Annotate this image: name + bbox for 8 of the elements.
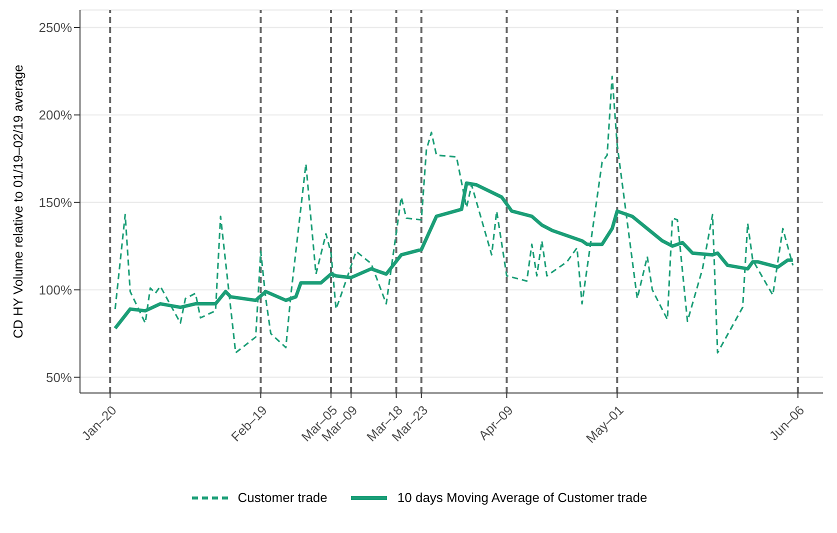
y-tick-label: 150% [38,194,72,210]
y-axis-title: CD HY Volume relative to 01/19–02/19 average [10,64,26,338]
legend-label: 10 days Moving Average of Customer trade [397,490,648,505]
y-tick-label: 250% [38,20,72,36]
y-tick-label: 50% [46,370,72,385]
y-tick-label: 200% [38,108,72,123]
y-tick-label: 100% [38,282,72,298]
legend-label: Customer trade [238,490,328,505]
